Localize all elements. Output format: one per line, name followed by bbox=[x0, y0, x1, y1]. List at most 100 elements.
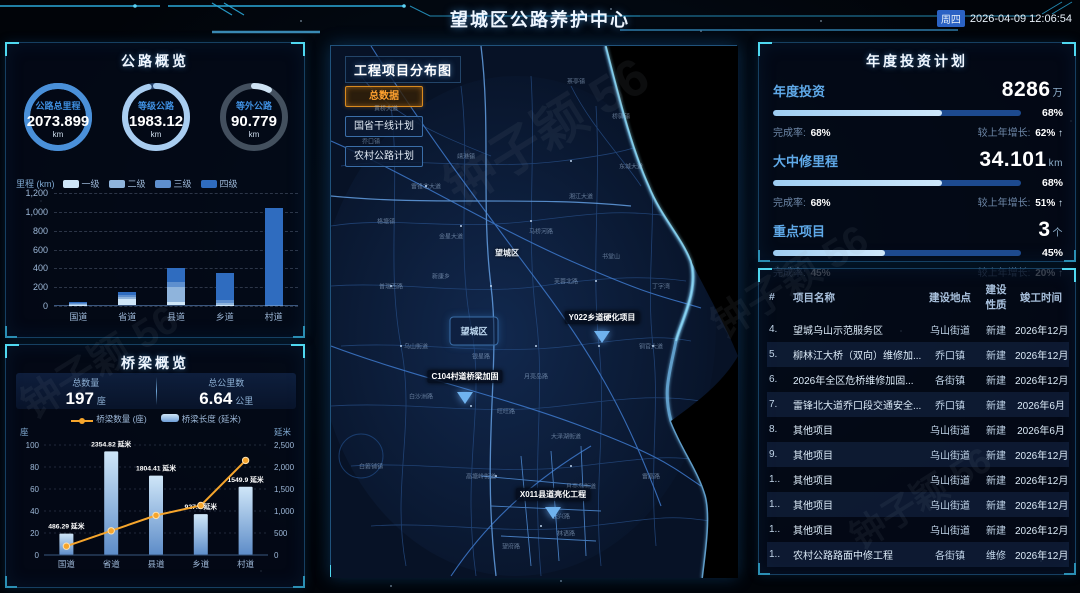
panel-road-overview: 公路概览 公路总里程 2073.899 km 等级公路 1983.12 km 等外公路 9… bbox=[5, 42, 305, 338]
bar-segment-二级 bbox=[118, 296, 137, 300]
road-name-label: 白箬铺镇 bbox=[358, 464, 384, 471]
map-title: 工程项目分布图 bbox=[345, 56, 462, 83]
x-tick-label: 国道 bbox=[69, 312, 88, 322]
table-row[interactable]: 7. 雷锋北大道乔口段交通安全... 乔口镇 新建 2026年6月 bbox=[767, 392, 1069, 417]
gauge-text: 公路总里程 2073.899 km bbox=[14, 99, 102, 139]
investment-item-label: 重点项目 bbox=[773, 224, 826, 239]
completion-rate: 完成率: 68% bbox=[773, 198, 831, 209]
table-cell-place: 乌山街道 bbox=[930, 476, 970, 487]
project-marker-icon-2[interactable] bbox=[545, 507, 561, 519]
table-cell-name: 柳林江大桥（双向）维修加... bbox=[793, 351, 921, 362]
table-row[interactable]: 1.. 农村公路路面中修工程 各街镇 维修 2026年12月 bbox=[767, 542, 1069, 567]
road-overview-title: 公路概览 bbox=[121, 53, 189, 69]
investment-item-unit: 个 bbox=[1052, 228, 1063, 239]
y-tick-label: 1,200 bbox=[25, 188, 48, 198]
table-cell-nature: 新建 bbox=[986, 376, 1006, 387]
road-name-label: 月亮岛路 bbox=[523, 374, 549, 381]
table-row[interactable]: 1.. 其他项目 乌山街道 新建 2026年12月 bbox=[767, 467, 1069, 492]
investment-progress-row: 45% bbox=[773, 247, 1063, 259]
bar-column-省道 bbox=[103, 193, 152, 305]
bar-segment-一级 bbox=[118, 299, 137, 305]
legend-swatch bbox=[62, 179, 79, 188]
table-row[interactable]: 5. 柳林江大桥（双向）维修加... 乔口镇 新建 2026年12月 bbox=[767, 342, 1069, 367]
road-name-label: 白沙洲路 bbox=[408, 394, 434, 401]
table-cell-date: 2026年12月 bbox=[1015, 551, 1069, 562]
table-cell-nature: 新建 bbox=[986, 501, 1006, 512]
progress-fill bbox=[773, 110, 942, 116]
table-cell-nature: 新建 bbox=[986, 476, 1006, 487]
project-marker-icon-1[interactable] bbox=[457, 392, 473, 404]
map-filter-button-0[interactable]: 总数据 bbox=[345, 86, 423, 107]
table-cell-name: 其他项目 bbox=[793, 501, 833, 512]
y-tick-label: 200 bbox=[32, 282, 48, 293]
table-row[interactable]: 9. 其他项目 乌山街道 新建 2026年12月 bbox=[767, 442, 1069, 467]
table-cell-place: 乌山街道 bbox=[930, 426, 970, 437]
bar-segment-四级 bbox=[118, 292, 137, 296]
bar-segment-三级 bbox=[69, 302, 88, 304]
gauge-label: 公路总里程 bbox=[35, 101, 81, 111]
table-cell-name: 其他项目 bbox=[793, 526, 833, 537]
svg-text:20: 20 bbox=[30, 529, 39, 538]
project-marker-label-0[interactable]: Y022乡道硬化项目 bbox=[564, 311, 640, 324]
investment-title: 年度投资计划 bbox=[866, 53, 968, 69]
table-cell-date: 2026年12月 bbox=[1015, 501, 1069, 512]
progress-track bbox=[773, 110, 1021, 116]
bar-segment-四级 bbox=[264, 207, 283, 305]
bridge-combo-chart: 0 0 20 500 40 1,000 60 1,500 80 2,000 100 2,500 座 延米 4… bbox=[20, 427, 295, 569]
road-name-label: 月亮岛街道 bbox=[566, 482, 596, 491]
table-cell-nature: 新建 bbox=[986, 326, 1006, 337]
road-name-label: 雷高路 bbox=[641, 474, 661, 481]
progress-percent: 45% bbox=[1041, 247, 1063, 259]
bridge-total-km: 总公里数 6.64 公里 bbox=[199, 378, 254, 408]
svg-text:60: 60 bbox=[30, 485, 39, 494]
table-cell-date: 2026年12月 bbox=[1015, 376, 1069, 387]
project-marker-label-1[interactable]: C104村道桥梁加固 bbox=[427, 370, 503, 383]
map-filter-button-1[interactable]: 国省干线计划 bbox=[345, 116, 423, 137]
table-cell-nature: 新建 bbox=[986, 526, 1006, 537]
road-name-label: 林语路 bbox=[556, 531, 576, 538]
progress-fill bbox=[773, 250, 885, 256]
svg-text:座: 座 bbox=[20, 427, 29, 437]
header: 望城区公路养护中心 周四 2026-04-09 12:06:54 bbox=[0, 0, 1080, 36]
table-cell-place: 各街镇 bbox=[935, 376, 965, 387]
table-cell-name: 其他项目 bbox=[793, 476, 833, 487]
road-name-label: 马桥河路 bbox=[528, 229, 554, 236]
x-tick-label: 县道 bbox=[166, 312, 185, 322]
project-marker-icon-0[interactable] bbox=[594, 331, 610, 343]
y-tick-label: 800 bbox=[32, 225, 48, 236]
table-cell-date: 2026年6月 bbox=[1017, 426, 1065, 437]
legend-item-三级: 三级 bbox=[154, 177, 192, 190]
header-clock: 周四 2026-04-09 12:06:54 bbox=[936, 10, 1072, 27]
svg-text:80: 80 bbox=[30, 463, 39, 472]
table-row[interactable]: 4. 望城乌山示范服务区 乌山街道 新建 2026年12月 bbox=[767, 317, 1069, 342]
map-filter-button-2[interactable]: 农村公路计划 bbox=[345, 146, 423, 167]
table-cell-no: 1.. bbox=[769, 499, 781, 510]
table-row[interactable]: 1.. 其他项目 乌山街道 新建 2026年12月 bbox=[767, 492, 1069, 517]
panel-project-table: # 项目名称 建设地点 建设性质 竣工时间 4. 望城乌山示范服务区 乌山街道 新建 2026年… bbox=[758, 268, 1076, 575]
svg-text:500: 500 bbox=[274, 529, 288, 538]
road-chart-axis-title: 里程 (km) bbox=[16, 179, 55, 189]
table-header-4: 竣工时间 bbox=[1020, 291, 1062, 304]
investment-item-label: 大中修里程 bbox=[773, 154, 839, 169]
star bbox=[560, 580, 562, 582]
investment-item-unit: 万 bbox=[1052, 88, 1063, 99]
bar-column-乡道 bbox=[200, 193, 249, 305]
table-cell-name: 其他项目 bbox=[793, 426, 833, 437]
bridge-total-count: 总数量 197 座 bbox=[65, 378, 106, 408]
investment-progress-row: 68% bbox=[773, 177, 1063, 189]
project-marker-label-2[interactable]: X011县道亮化工程 bbox=[515, 488, 591, 501]
bar-column-村道 bbox=[249, 193, 298, 305]
road-name-label: 乌山街道 bbox=[403, 344, 429, 351]
bridge-overview-title: 桥梁概览 bbox=[121, 355, 189, 371]
table-cell-no: 8. bbox=[769, 424, 778, 435]
bar-column-国道 bbox=[54, 193, 103, 305]
investment-item-header: 重点项目 3 个 bbox=[773, 218, 1063, 242]
legend-label: 二级 bbox=[127, 179, 146, 189]
table-row[interactable]: 6. 2026年全区危桥维修加固... 各街镇 新建 2026年12月 bbox=[767, 367, 1069, 392]
panel-bridge-overview: 桥梁概览 总数量 197 座 总公里数 6.64 公里 桥梁数量 (座) 桥梁长度 … bbox=[5, 344, 305, 588]
gauge-value: 2073.899 bbox=[26, 113, 90, 130]
gauge-label: 等级公路 bbox=[137, 101, 174, 111]
table-row[interactable]: 1.. 其他项目 乌山街道 新建 2026年12月 bbox=[767, 517, 1069, 542]
investment-item-unit: km bbox=[1048, 158, 1063, 169]
table-row[interactable]: 8. 其他项目 乌山街道 新建 2026年6月 bbox=[767, 417, 1069, 442]
